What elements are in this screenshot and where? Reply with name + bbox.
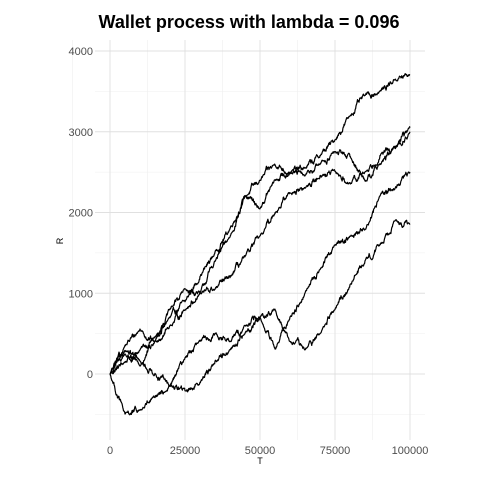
y-tick-label: 2000 xyxy=(69,208,93,220)
series-line-5 xyxy=(109,219,411,416)
series-group xyxy=(109,73,411,416)
chart-title: Wallet process with lambda = 0.096 xyxy=(99,12,400,32)
series-line-2 xyxy=(109,131,411,375)
y-axis-label: R xyxy=(55,237,65,244)
x-tick-label: 50000 xyxy=(245,445,276,457)
series-line-3 xyxy=(109,126,411,375)
y-tick-label: 0 xyxy=(87,369,93,381)
x-tick-label: 100000 xyxy=(392,445,429,457)
y-tick-label: 4000 xyxy=(69,46,93,58)
x-tick-label: 0 xyxy=(107,445,113,457)
x-axis-label: T xyxy=(257,456,263,466)
x-tick-label: 25000 xyxy=(170,445,201,457)
series-line-1 xyxy=(109,73,411,375)
y-axis-ticks: 0 1000 2000 3000 4000 xyxy=(69,46,93,381)
y-tick-label: 3000 xyxy=(69,127,93,139)
x-tick-label: 75000 xyxy=(320,445,351,457)
grid xyxy=(72,40,425,440)
x-axis-ticks: 0 25000 50000 75000 100000 xyxy=(107,445,428,457)
y-tick-label: 1000 xyxy=(69,288,93,300)
